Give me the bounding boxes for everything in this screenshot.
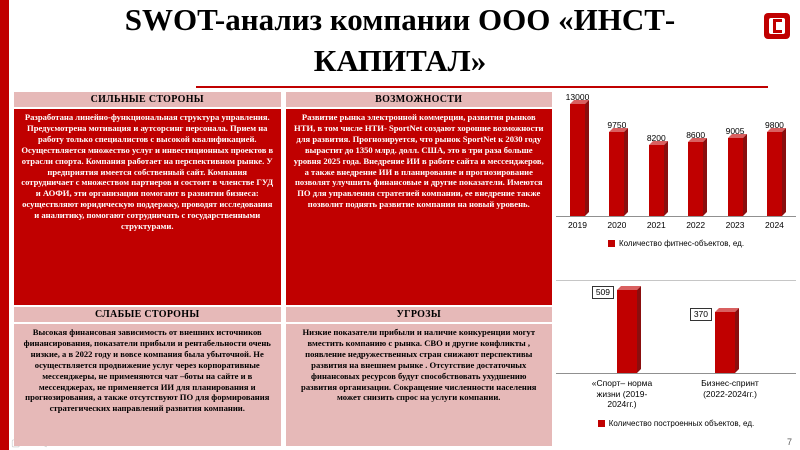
legend-label: Количество фитнес-объектов, ед.	[618, 239, 745, 248]
title-underline	[196, 86, 768, 88]
bar-value-label: 9005	[725, 126, 745, 136]
logo-inner-square	[769, 18, 785, 34]
x-axis-label: 2020	[607, 220, 627, 230]
bar-value-label: 9750	[607, 120, 627, 130]
left-accent-strip	[0, 0, 9, 450]
bar-group: 8200	[639, 133, 674, 216]
opportunities-header: ВОЗМОЖНОСТИ	[285, 92, 552, 107]
page-number: 7	[786, 437, 792, 447]
legend-label: Количество построенных объектов, ед.	[608, 418, 755, 428]
bar	[727, 138, 743, 216]
strengths-header: СИЛЬНЫЕ СТОРОНЫ	[14, 92, 281, 107]
fitness-objects-chart: 13000 9750 8200 8600 9005 9800 2019 2020 2021 20…	[556, 88, 796, 248]
page-title: SWOT-анализ компании ООО «ИНСТ- КАПИТАЛ»	[30, 0, 770, 82]
bar-group: 9750	[599, 120, 634, 216]
bar-value-label: 8200	[646, 133, 666, 143]
bar-value-label: 8600	[686, 130, 706, 140]
weaknesses-body: Высокая финансовая зависимость от внешни…	[14, 324, 281, 446]
bar-group: 8600	[678, 130, 713, 216]
legend-swatch-icon	[597, 419, 605, 427]
opportunities-body: Развитие рынка электронной коммерции, ра…	[285, 109, 552, 305]
title-line-1: SWOT-анализ компании ООО «ИНСТ-	[124, 2, 676, 37]
bar-value-label: 9800	[764, 120, 784, 130]
x-axis-label: 2021	[646, 220, 666, 230]
bar-group: 9005	[718, 126, 753, 216]
threats-header: УГРОЗЫ	[285, 307, 552, 322]
strengths-body: Разработана линейно-функциональная струк…	[14, 109, 281, 305]
fitness-objects-legend: Количество фитнес-объектов, ед.	[556, 239, 796, 248]
fitness-objects-x-axis: 2019 2020 2021 2022 2023 2024	[556, 220, 796, 230]
built-objects-chart: 509 370 «Спорт– норма жизни (2019- 2024гг…	[556, 280, 796, 428]
logo-bracket-glyph	[772, 19, 782, 33]
bar-group: 9800	[757, 120, 792, 216]
legend-swatch-icon	[607, 240, 615, 247]
bar	[570, 104, 585, 216]
x-axis-label: 2022	[686, 220, 706, 230]
x-axis-label: Бизнес-спринт (2022-2024гг.)	[701, 378, 759, 399]
x-axis-label: «Спорт– норма жизни (2019- 2024гг.)	[591, 378, 653, 410]
built-objects-x-axis: «Спорт– норма жизни (2019- 2024гг.) Бизне…	[556, 378, 796, 410]
title-line-2: КАПИТАЛ»	[313, 42, 487, 78]
bar-group: 13000	[560, 92, 595, 216]
x-axis-label: 2024	[764, 220, 784, 230]
bar-value-label: 13000	[565, 92, 590, 102]
threats-body: Низкие показатели прибыли и наличие конк…	[285, 324, 552, 446]
built-objects-legend: Количество построенных объектов, ед.	[556, 419, 796, 428]
bar: 370	[689, 308, 735, 373]
built-objects-plot-area: 509 370	[556, 280, 796, 374]
fitness-objects-plot-area: 13000 9750 8200 8600 9005 9800	[556, 88, 796, 217]
bar: 509	[591, 286, 637, 373]
x-axis-label: 2023	[725, 220, 745, 230]
bar	[648, 145, 664, 216]
company-logo-icon	[764, 13, 790, 39]
bar	[688, 142, 704, 216]
bar-value-callout: 509	[591, 286, 614, 299]
swot-grid: СИЛЬНЫЕ СТОРОНЫ ВОЗМОЖНОСТИ Разработана …	[14, 92, 552, 446]
bar	[609, 132, 625, 216]
weaknesses-header: СЛАБЫЕ СТОРОНЫ	[14, 307, 281, 322]
bar	[766, 132, 782, 216]
x-axis-label: 2019	[568, 220, 587, 230]
bar-value-callout: 370	[689, 308, 712, 321]
